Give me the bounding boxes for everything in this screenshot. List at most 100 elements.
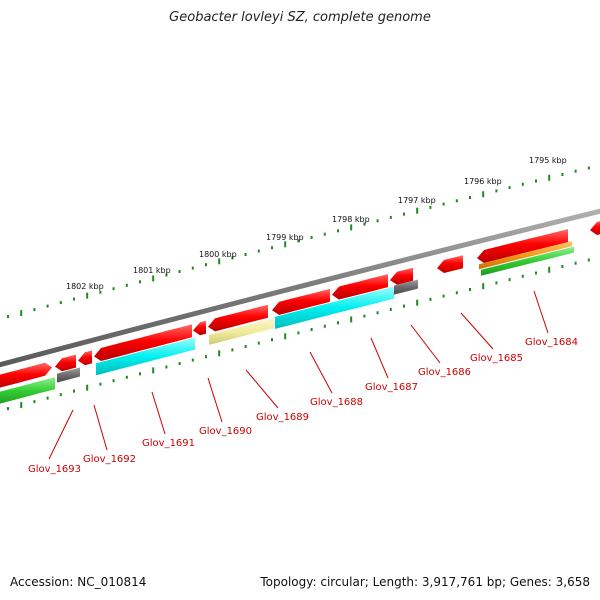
cds-feature[interactable] — [78, 350, 92, 366]
ruler-tick — [257, 249, 260, 253]
gene-label[interactable]: Glov_1686 — [418, 367, 471, 378]
inner-tick — [561, 265, 564, 268]
inner-tick — [469, 288, 471, 291]
ruler-label: 1795 kbp — [529, 156, 567, 165]
blast-hit-gray[interactable] — [57, 367, 80, 383]
ruler-tick — [33, 308, 36, 312]
gene-label[interactable]: Glov_1691 — [142, 438, 195, 449]
ruler-label: 1799 kbp — [266, 233, 304, 242]
ruler-tick — [73, 297, 75, 301]
inner-tick — [297, 331, 300, 335]
cds-feature[interactable] — [193, 320, 206, 336]
ruler-tick — [561, 173, 564, 176]
gene-label[interactable]: Glov_1689 — [256, 412, 309, 423]
blast-hit-cyan[interactable] — [275, 286, 394, 329]
ruler-label: 1802 kbp — [66, 282, 104, 291]
inner-tick — [271, 338, 273, 342]
inner-tick — [112, 379, 115, 383]
inner-tick — [482, 283, 485, 290]
ruler-labels: 1802 kbp 1801 kbp 1800 kbp 1799 kbp 1798… — [66, 156, 567, 291]
ruler-tick — [218, 258, 221, 265]
inner-tick — [508, 278, 511, 282]
inner-tick — [548, 266, 551, 273]
ruler-tick — [469, 196, 471, 199]
ruler-tick — [323, 232, 326, 236]
gene-label[interactable]: Glov_1692 — [83, 454, 136, 465]
cds-feature[interactable] — [332, 274, 388, 300]
inner-tick — [429, 297, 432, 301]
inner-tick — [587, 258, 590, 262]
cds-feature[interactable] — [590, 220, 600, 235]
cds-feature[interactable] — [390, 267, 413, 285]
ruler-label: 1800 kbp — [199, 250, 237, 259]
blast-hit-green[interactable] — [0, 377, 55, 405]
ruler-tick — [205, 263, 207, 267]
blast-hit-cyan[interactable] — [96, 337, 195, 376]
ruler-tick — [271, 246, 273, 250]
ruler-tick — [297, 239, 300, 243]
inner-tick — [284, 333, 287, 340]
inner-tick — [521, 274, 524, 278]
ruler-label: 1797 kbp — [398, 196, 436, 205]
ruler-tick — [59, 301, 62, 305]
ruler-tick — [587, 166, 590, 170]
blast-hit-gray[interactable] — [394, 279, 418, 295]
inner-tick — [59, 393, 62, 397]
gene-labels: Glov_1693 Glov_1692 Glov_1691 Glov_1690 … — [28, 290, 578, 475]
gene-label[interactable]: Glov_1684 — [525, 337, 578, 348]
ruler-ticks — [7, 166, 590, 319]
ruler-tick — [416, 207, 419, 214]
ruler-tick — [7, 315, 9, 319]
ruler-tick — [548, 174, 551, 181]
cds-feature[interactable] — [477, 229, 568, 263]
gene-label[interactable]: Glov_1693 — [28, 464, 81, 475]
inner-tick — [442, 294, 445, 298]
inner-tick — [535, 271, 537, 275]
ruler-tick — [191, 266, 194, 270]
inner-tick — [323, 324, 326, 328]
ruler-tick — [178, 270, 181, 273]
cds-feature[interactable] — [437, 255, 463, 273]
blast-hit-yellow[interactable] — [209, 318, 274, 345]
gene-label[interactable]: Glov_1685 — [470, 353, 523, 364]
inner-tick — [495, 281, 498, 285]
ruler-tick — [231, 256, 234, 260]
ruler-label: 1798 kbp — [332, 215, 370, 224]
ruler-tick — [337, 229, 339, 233]
gene-label[interactable]: Glov_1690 — [199, 426, 252, 437]
ruler-tick — [482, 191, 485, 198]
inner-tick — [416, 299, 419, 306]
cds-feature[interactable] — [272, 288, 330, 315]
ruler-label: 1796 kbp — [464, 177, 502, 186]
genome-summary: Topology: circular; Length: 3,917,761 bp… — [260, 575, 590, 589]
cds-feature[interactable] — [55, 354, 76, 372]
accession-text: Accession: NC_010814 — [10, 575, 147, 589]
inner-tick — [73, 389, 75, 393]
ruler-tick — [521, 182, 524, 186]
ruler-tick — [86, 292, 89, 299]
inner-tick — [403, 304, 405, 308]
inner-tick — [46, 396, 49, 400]
inner-tick — [376, 311, 379, 315]
inner-tick — [20, 402, 23, 409]
inner-tick — [574, 261, 577, 265]
inner-tick — [363, 314, 366, 318]
ruler-tick — [310, 236, 313, 239]
inner-tick — [244, 345, 247, 348]
blast-hit-orange[interactable] — [479, 241, 572, 270]
inner-tick — [310, 328, 313, 331]
gene-label[interactable]: Glov_1687 — [365, 382, 418, 393]
ruler-tick — [574, 169, 577, 173]
inner-tick — [389, 307, 392, 311]
cds-feature[interactable] — [0, 362, 52, 389]
cds-feature[interactable] — [208, 304, 268, 332]
cds-feature[interactable] — [94, 324, 192, 361]
ruler-tick — [535, 179, 537, 183]
inner-tick — [218, 350, 221, 357]
blast-hit-green[interactable] — [481, 246, 574, 276]
ruler-tick — [350, 224, 353, 231]
inner-tick — [165, 365, 168, 369]
gene-label[interactable]: Glov_1688 — [310, 397, 363, 408]
inner-tick — [86, 384, 89, 391]
